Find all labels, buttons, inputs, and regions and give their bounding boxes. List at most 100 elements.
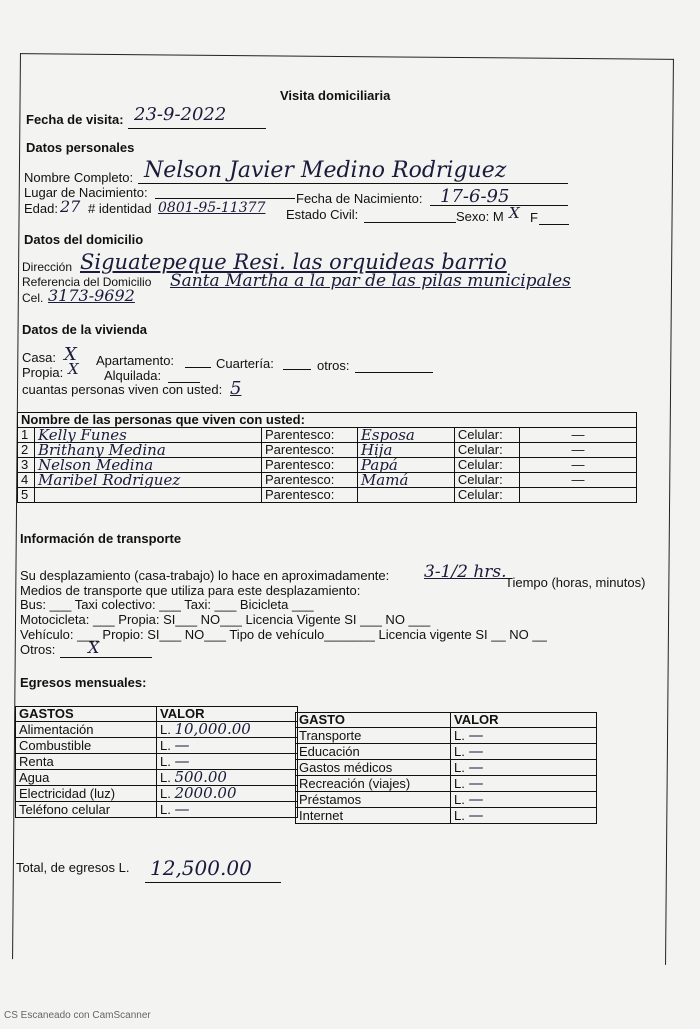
apartment-label: Apartamento: [96,353,175,368]
household-row: 1 Kelly Funes Parentesco: Esposa Celular… [17,427,637,443]
expense-row: Educación L. — [295,743,597,760]
rented-label: Alquilada: [104,368,162,383]
person-name: Maribel Rodriguez [34,472,262,488]
section-personal: Datos personales [26,140,135,155]
mobile: — [519,457,637,473]
expense-name: Gastos médicos [295,759,451,776]
person-name: Brithany Medina [34,442,262,458]
currency: L. [454,744,465,759]
address-label: Dirección [22,260,73,274]
relation-label: Parentesco: [261,472,358,488]
mobile: — [519,472,637,488]
currency: L. [454,760,465,775]
mobile: — [519,442,637,458]
expense-name: Transporte [295,727,451,744]
currency: L. [160,722,171,737]
mobile-label: Celular: [453,427,521,443]
household-row: 4 Maribel Rodriguez Parentesco: Mamá Cel… [17,472,637,488]
total-label: Total, de egresos L. [16,860,130,875]
expense-value: — [468,774,484,792]
expense-row: Teléfono celular L. — [15,800,298,818]
sex-m-mark: X [509,204,520,222]
household-header: Nombre de las personas que viven con ust… [17,412,637,428]
expense-row: Electricidad (luz) L. 2000.00 [15,784,298,802]
id-label: # identidad [88,201,152,216]
currency: L. [160,738,171,753]
people-count-label: cuantas personas viven con usted: [22,382,223,397]
household-row: 2 Brithany Medina Parentesco: Hija Celul… [17,442,637,458]
age-label: Edad: [24,201,58,216]
currency: L. [454,808,465,823]
person-name: Nelson Medina [34,457,262,473]
expense-row: Transporte L. — [295,726,597,744]
other-transport-label: Otros: [20,642,56,657]
expense-name: Teléfono celular [15,801,157,818]
relation-label: Parentesco: [261,442,358,458]
relation: Mamá [356,472,455,488]
expense-row: Préstamos L. — [295,790,597,808]
expense-value: — [468,758,484,776]
birthplace-label: Lugar de Nacimiento: [24,185,148,200]
mobile-label: Celular: [453,457,521,473]
mobile [519,487,637,503]
household-row: 5 Parentesco: Celular: [17,487,637,503]
expense-name: Recreación (viajes) [295,775,451,792]
mobile-label: Celular: [453,487,521,503]
expense-row: Agua L. 500.00 [15,768,298,786]
relation: Hija [356,442,455,458]
relation-label: Parentesco: [261,427,358,443]
room-label: Cuartería: [216,356,274,371]
relation [356,487,455,503]
currency: L. [160,770,171,785]
expense-value: — [468,806,484,824]
visit-date: 23-9-2022 [134,104,227,125]
row-number: 2 [17,442,35,458]
expense-name: Combustible [15,737,157,754]
expense-value: — [174,800,190,818]
expense-value: 2000.00 [174,784,237,802]
expenses-table-left: GASTOS VALOR Alimentación L. 10,000.00 Com… [15,706,298,818]
birthdate-label: Fecha de Nacimiento: [296,191,423,206]
person-name: Kelly Funes [34,427,262,443]
currency: L. [160,786,171,801]
expense-value: 500.00 [174,768,227,786]
reference-label: Referencia del Domicilio [22,275,152,289]
reference: Santa Martha a la par de las pilas munic… [170,271,571,291]
row-number: 4 [17,472,35,488]
expense-name: Préstamos [295,791,451,808]
id-number: 0801-95-11377 [158,200,266,216]
expense-name: Electricidad (luz) [15,785,157,802]
expense-name: Internet [295,807,451,824]
section-address: Datos del domicilio [24,232,144,247]
currency: L. [454,728,465,743]
household-row: 3 Nelson Medina Parentesco: Papá Celular… [17,457,637,473]
expense-name: Renta [15,753,157,770]
section-housing: Datos de la vivienda [22,322,147,337]
expense-value: — [468,790,484,808]
expense-value: — [174,752,190,770]
transport-options: Bus: ___ Taxi colectivo: ___ Taxi: ___ B… [20,597,314,612]
section-transport: Información de transporte [20,531,182,546]
other-label: otros: [317,358,350,373]
expense-row: Recreación (viajes) L. — [295,774,597,792]
phone-label: Cel. [22,291,44,305]
row-number: 1 [17,427,35,443]
expense-row: Renta L. — [15,752,298,770]
person-name [34,487,262,503]
currency: L. [160,754,171,769]
house-mark: X [64,344,77,365]
currency: L. [454,792,465,807]
expense-name: Educación [295,743,451,760]
address: Siguatepeque Resi. las orquideas barrio [80,250,507,274]
expense-value: 10,000.00 [174,720,251,738]
sex-f-label: F [530,210,538,225]
col-gastos: GASTOS [15,706,157,722]
currency: L. [454,776,465,791]
expense-value: — [468,726,484,744]
people-count: 5 [230,378,242,399]
motorcycle-line: Motocicleta: ___ Propia: SI___ NO___ Lic… [20,612,431,627]
mobile-label: Celular: [453,472,521,488]
age: 27 [60,197,81,216]
commute-time: 3-1/2 hrs. [424,562,507,582]
